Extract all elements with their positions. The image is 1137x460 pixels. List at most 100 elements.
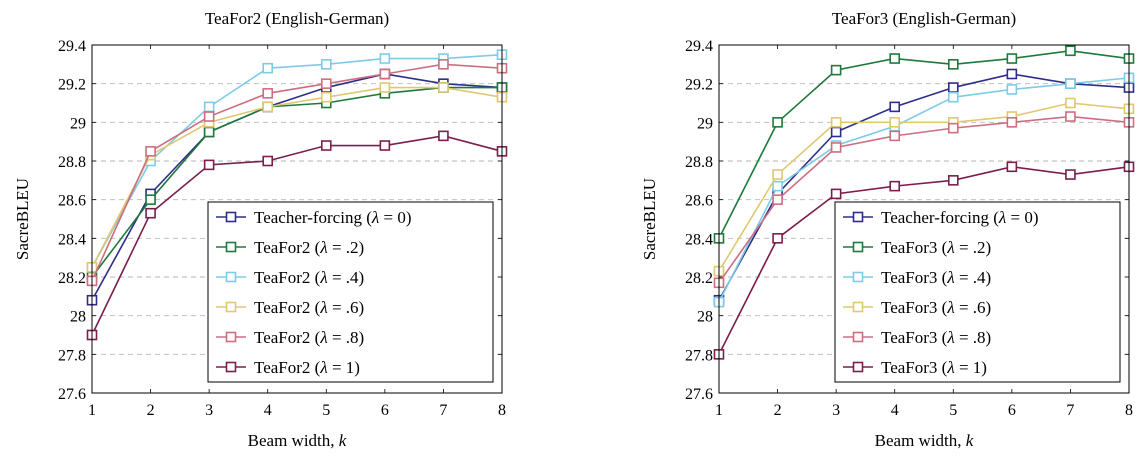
y-tick-label: 29.4 — [685, 38, 713, 55]
data-point — [830, 117, 842, 128]
y-tick-label: 27.8 — [58, 347, 86, 364]
legend-label: TeaFor3 (λ = .8) — [881, 328, 991, 347]
legend-swatch-marker — [225, 361, 237, 373]
y-tick-label: 28.8 — [685, 154, 713, 171]
y-tick-label: 28.2 — [685, 270, 713, 287]
data-point — [320, 78, 332, 89]
series-line-6 — [718, 165, 1130, 355]
data-point — [1065, 78, 1076, 89]
legend-label: TeaFor3 (λ = .4) — [881, 268, 991, 287]
legend: Teacher-forcing (λ = 0) TeaFor2 (λ = .2) T… — [207, 201, 494, 383]
series-line-3 — [718, 77, 1130, 303]
series-line-2 — [91, 86, 502, 278]
plot-frame — [91, 44, 503, 394]
y-tick-label: 28.4 — [58, 231, 86, 248]
x-axis-label: Beam width, k — [875, 431, 974, 450]
data-point — [889, 180, 901, 192]
data-point — [772, 117, 783, 128]
legend-label: TeaFor2 (λ = .2) — [254, 238, 364, 257]
plot-frame — [718, 44, 1130, 394]
data-point — [320, 59, 332, 70]
chart-panel-1: TeaFor2 (English-German)27.627.82828.228… — [13, 9, 508, 450]
y-tick-label: 28 — [70, 309, 86, 326]
data-point — [947, 122, 959, 134]
x-tick-label: 4 — [264, 402, 272, 419]
legend-swatch-marker — [852, 211, 864, 223]
data-point — [1006, 161, 1018, 173]
y-tick-label: 29 — [697, 115, 713, 132]
data-point — [1006, 117, 1018, 128]
data-point — [145, 194, 156, 205]
x-tick-label: 2 — [147, 402, 155, 419]
x-tick-label: 5 — [949, 402, 957, 419]
x-tick-label: 8 — [1125, 402, 1133, 419]
legend-box — [834, 201, 1121, 383]
y-tick-label: 27.8 — [685, 347, 713, 364]
data-point — [438, 82, 449, 93]
x-tick-label: 3 — [832, 402, 840, 419]
legend-swatch-marker — [225, 301, 237, 313]
series-line-6 — [91, 135, 503, 336]
y-tick-label: 27.6 — [685, 386, 713, 403]
x-tick-label: 4 — [891, 402, 899, 419]
data-point — [772, 194, 783, 205]
data-point — [320, 140, 332, 151]
data-point — [947, 175, 959, 186]
series-line-3 — [91, 53, 503, 268]
data-point — [203, 111, 215, 122]
data-point — [262, 62, 274, 74]
y-tick-label: 29.2 — [685, 77, 713, 94]
data-point — [772, 169, 783, 180]
data-point — [203, 101, 215, 113]
legend-swatch-marker — [852, 361, 864, 373]
data-point — [379, 53, 391, 64]
data-point — [379, 82, 391, 93]
x-axis-label: Beam width, k — [248, 431, 347, 450]
data-point — [203, 126, 215, 138]
data-point — [379, 140, 391, 151]
y-tick-label: 27.6 — [58, 386, 86, 403]
x-tick-label: 5 — [322, 402, 330, 419]
x-tick-label: 1 — [88, 402, 96, 419]
x-tick-label: 7 — [1066, 402, 1074, 419]
x-tick-label: 3 — [205, 402, 213, 419]
legend-label: TeaFor2 (λ = .8) — [254, 328, 364, 347]
legend-swatch-marker — [225, 241, 237, 253]
y-tick-label: 28.6 — [685, 193, 713, 210]
data-point — [947, 82, 959, 93]
x-tick-label: 2 — [774, 402, 782, 419]
data-point — [889, 53, 901, 64]
y-tick-label: 28.6 — [58, 193, 86, 210]
x-tick-label: 6 — [381, 402, 389, 419]
series-line-4 — [91, 86, 503, 268]
series-line-1 — [91, 73, 503, 301]
data-point — [1006, 53, 1018, 64]
data-point — [772, 180, 783, 192]
legend-label: Teacher-forcing (λ = 0) — [881, 208, 1039, 227]
data-point — [889, 117, 901, 128]
x-tick-label: 8 — [498, 402, 506, 419]
y-tick-label: 28.8 — [58, 154, 86, 171]
y-tick-label: 29.2 — [58, 77, 86, 94]
legend-label: TeaFor2 (λ = 1) — [254, 358, 360, 377]
data-point — [262, 101, 274, 113]
legend-swatch-marker — [852, 301, 864, 313]
y-tick-label: 29 — [70, 115, 86, 132]
data-point — [1006, 84, 1018, 95]
data-point — [830, 188, 842, 200]
data-point — [830, 126, 842, 138]
legend-label: Teacher-forcing (λ = 0) — [254, 208, 412, 227]
data-point — [438, 59, 449, 70]
legend-swatch-marker — [225, 331, 237, 343]
legend-label: TeaFor3 (λ = .6) — [881, 298, 991, 317]
data-point — [947, 59, 959, 70]
y-tick-label: 28 — [697, 309, 713, 326]
data-point — [145, 207, 156, 219]
data-point — [1065, 111, 1076, 122]
data-point — [203, 159, 215, 171]
y-axis-label: SacreBLEU — [640, 178, 659, 260]
data-point — [889, 101, 901, 113]
data-point — [1065, 45, 1076, 57]
y-tick-label: 29.4 — [58, 38, 86, 55]
